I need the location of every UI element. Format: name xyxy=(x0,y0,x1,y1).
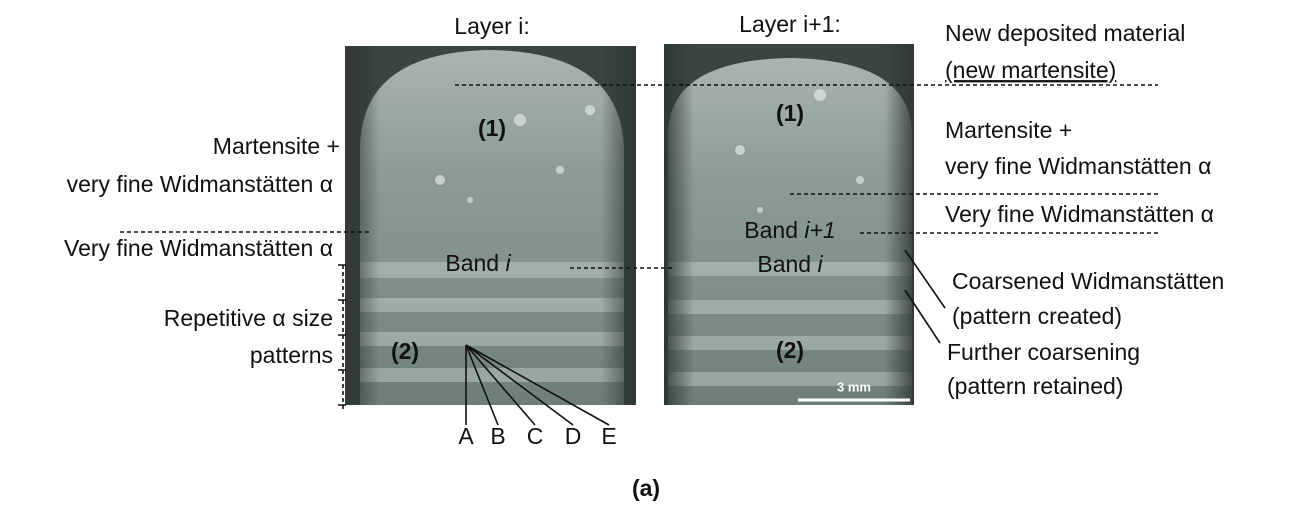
zone-label: (2) xyxy=(391,338,419,364)
band-word: Band xyxy=(445,250,499,276)
annotation: (new martensite) xyxy=(945,57,1116,83)
panel-title: Layer i+1: xyxy=(739,11,841,37)
zone-label: (2) xyxy=(776,337,804,363)
annotation: Repetitive α size xyxy=(164,305,333,331)
band-index: i xyxy=(505,250,511,276)
band-word: Band xyxy=(744,217,798,243)
annotation: Very fine Widmanstätten α xyxy=(64,235,333,261)
band-label: Band i xyxy=(445,250,511,276)
zone-label: (1) xyxy=(478,115,506,141)
caption: (a) xyxy=(632,475,660,501)
zone-label: (1) xyxy=(776,100,804,126)
band-label: Band i+1 xyxy=(744,217,835,243)
leader-lines xyxy=(120,84,1160,426)
pattern-letter: B xyxy=(490,423,505,449)
annotation: Coarsened Widmanstätten xyxy=(952,268,1224,294)
scale-label: 3 mm xyxy=(837,379,871,394)
annotation: Martensite + xyxy=(945,117,1072,143)
annotation: New deposited material xyxy=(945,20,1185,46)
band-index: i+1 xyxy=(804,217,835,243)
pattern-letter: C xyxy=(527,423,544,449)
annotation: (pattern retained) xyxy=(947,373,1123,399)
annotation: patterns xyxy=(250,342,333,368)
annotation: (pattern created) xyxy=(952,303,1122,329)
band-label: Band i xyxy=(757,251,823,277)
band-index: i xyxy=(817,251,823,277)
annotations: Martensite + very fine Widmanstätten α Ver… xyxy=(64,20,1224,449)
annotation: Martensite + xyxy=(213,133,340,159)
pattern-letter: D xyxy=(565,423,582,449)
annotation: very fine Widmanstätten α xyxy=(67,171,333,197)
annotation: Further coarsening xyxy=(947,339,1140,365)
right-micrograph xyxy=(664,44,914,405)
panel-title: Layer i: xyxy=(454,13,529,39)
annotation: very fine Widmanstätten α xyxy=(945,153,1211,179)
pattern-letter: A xyxy=(458,423,474,449)
pattern-letter: E xyxy=(601,423,616,449)
annotation: Very fine Widmanstätten α xyxy=(945,201,1214,227)
band-word: Band xyxy=(757,251,811,277)
left-micrograph xyxy=(345,46,636,405)
